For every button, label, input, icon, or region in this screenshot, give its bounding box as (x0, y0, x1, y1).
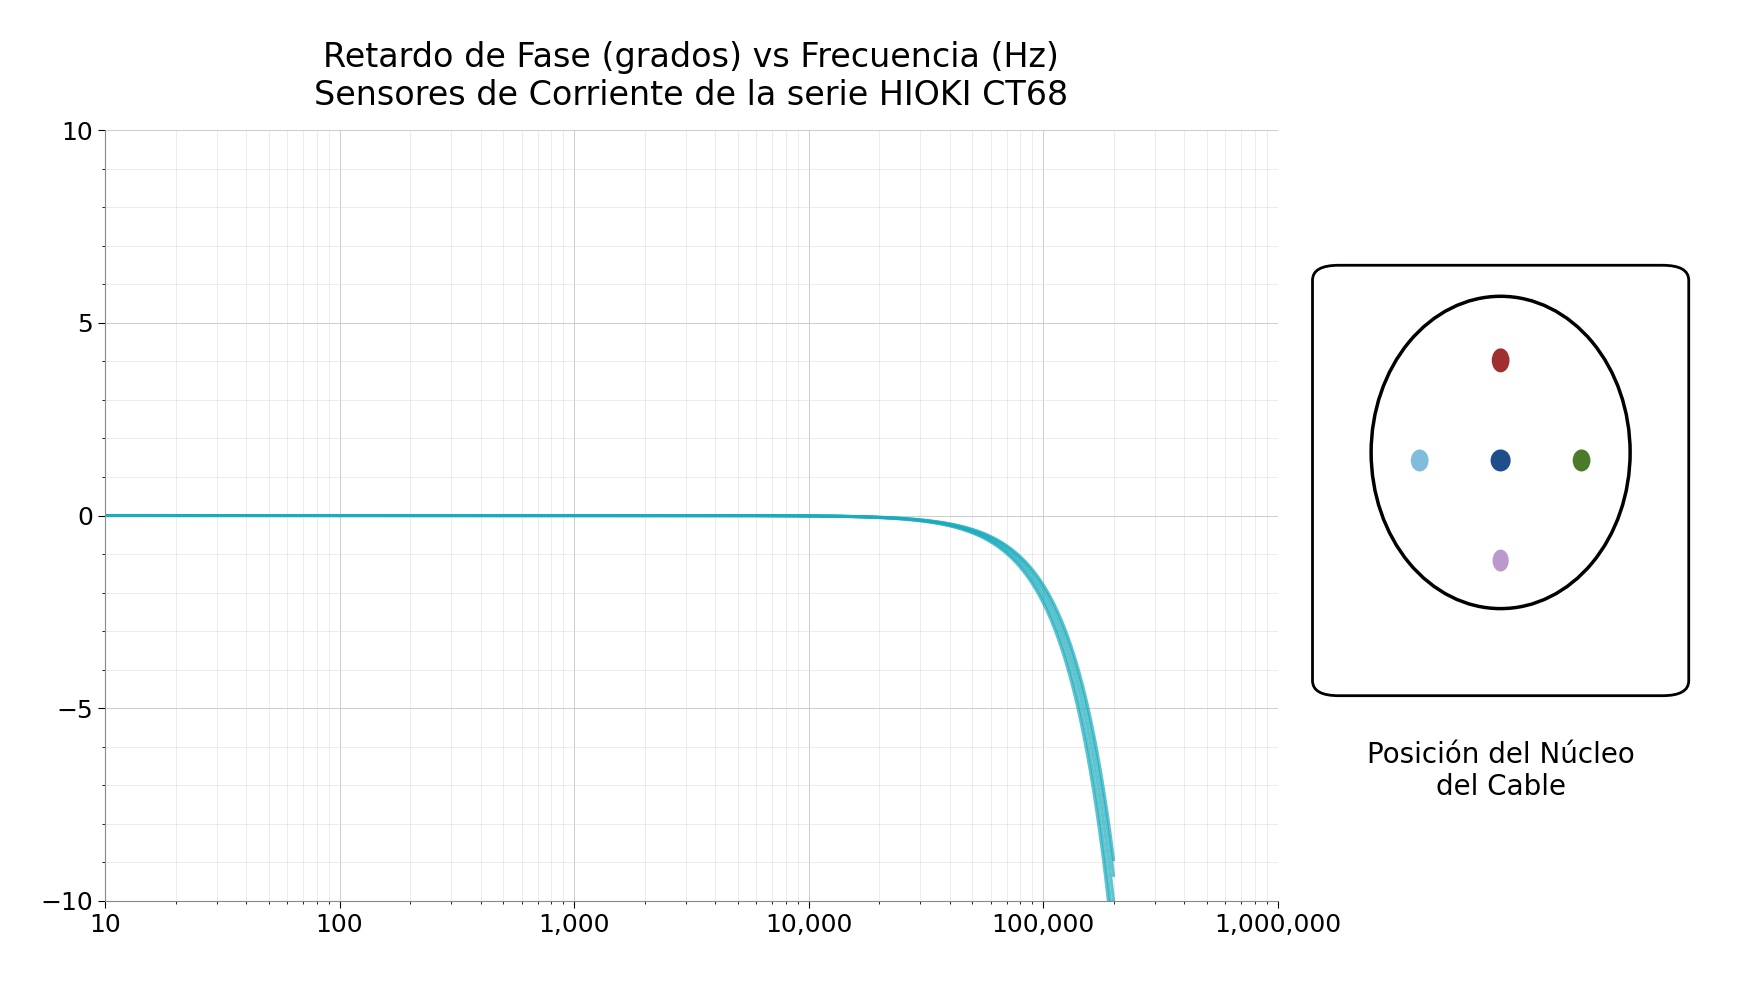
Text: Posición del Núcleo
del Cable: Posición del Núcleo del Cable (1367, 741, 1634, 801)
Title: Retardo de Fase (grados) vs Frecuencia (Hz)
Sensores de Corriente de la serie HI: Retardo de Fase (grados) vs Frecuencia (… (315, 41, 1068, 112)
